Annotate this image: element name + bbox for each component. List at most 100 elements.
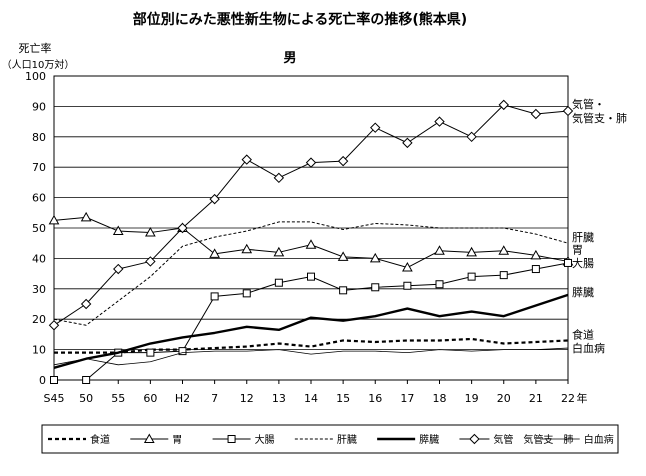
legend-marker [227,435,236,443]
data-point [145,256,156,267]
x-tick-label: 55 [111,392,125,405]
x-tick-label: 16 [368,392,382,405]
legend-marker [143,433,155,443]
series-line [54,337,569,354]
data-point [305,239,317,249]
data-point [530,249,542,260]
y-tick-label: 100 [25,70,46,83]
chart-title: 部位別にみた悪性新生物による死亡率の推移(熊本県) [133,11,467,28]
data-point [403,281,412,290]
x-tick-label: 14 [304,392,318,405]
data-point [466,246,477,257]
series-7 [53,347,569,366]
legend-label: 白血病 [584,433,614,446]
x-tick-label: 19 [465,392,479,405]
data-point [80,298,92,310]
series-4 [53,221,569,326]
x-tick-label: 7 [211,392,218,405]
data-point [307,272,315,281]
y-tick-label: 10 [32,344,46,357]
data-point [564,258,572,267]
data-point [435,280,444,289]
y-tick-label: 80 [32,131,46,144]
x-tick-label: 60 [143,392,157,405]
data-point [498,245,510,255]
legend-label: 膵臓 [419,434,439,446]
data-point [434,116,445,127]
data-point [337,155,349,167]
legend: 食道 胃 大腸 肝臓 膵臓 気管 気管支 肺白血病 [41,424,619,454]
series-5 [53,293,569,369]
y-axis-unit: （人口10万対） [2,58,75,71]
data-point [209,193,220,205]
y-tick-label: 0 [39,374,46,387]
data-point [274,278,283,287]
x-tick-label: H2 [175,392,190,405]
legend-label: 大腸 [255,433,275,446]
data-point [371,283,380,292]
data-point [466,131,477,143]
series-end-label: 膵臓 [572,286,594,299]
y-tick-label: 90 [32,100,46,113]
x-tick-label: 17 [400,392,414,405]
x-tick-label: 20 [497,392,511,405]
x-tick-label: S45 [44,392,65,405]
y-axis-label: 死亡率 [19,41,52,55]
series-end-label: 気管支・肺 [572,111,627,125]
data-point [241,154,252,165]
x-tick-label: 18 [433,392,447,405]
data-point [242,289,251,298]
data-point [177,222,188,234]
data-point [402,137,413,149]
y-tick-label: 40 [32,252,46,265]
y-tick-label: 60 [32,192,46,205]
data-point [434,245,445,255]
series-1 [54,337,569,354]
x-tick-label: 21 [529,392,543,405]
legend-marker [469,433,480,445]
data-point [209,248,220,258]
legend-label: 胃 [172,434,182,446]
legend-label: 気管 気管支 肺 [493,433,573,446]
series-line [53,104,569,326]
data-point [337,251,349,261]
x-tick-label: 12 [240,392,254,405]
y-tick-label: 70 [32,161,46,174]
data-point [112,225,124,236]
series-6 [48,99,574,331]
series-2 [48,211,574,272]
data-point [273,246,285,257]
chart-subtitle: 男 [283,51,296,66]
data-point [145,227,156,237]
series-3 [50,258,572,384]
y-tick-label: 50 [32,222,46,235]
data-point [241,243,253,254]
data-point [50,376,58,384]
x-tick-label: 15 [336,392,350,405]
y-tick-label: 20 [32,313,46,326]
data-point [467,272,476,281]
data-point [178,347,187,356]
legend-label: 食道 [90,433,110,446]
data-point [305,157,317,168]
data-point [48,320,60,331]
series-end-label: 胃 [572,243,583,256]
series-end-label: 肝臓 [572,231,594,244]
x-axis-unit: 年 [577,391,588,405]
data-point [531,265,540,274]
legend-label: 肝臓 [337,434,357,446]
data-point [562,105,574,117]
x-tick-label: 13 [272,392,286,405]
data-point [498,99,509,111]
series-line [53,347,569,366]
series-end-label: 大腸 [572,256,594,270]
y-tick-label: 30 [32,283,46,296]
x-tick-label: 22 [561,392,575,405]
data-point [402,262,413,272]
data-point [499,271,508,280]
data-point [273,172,285,184]
data-point [370,122,381,133]
x-tick-label: 50 [79,392,93,405]
